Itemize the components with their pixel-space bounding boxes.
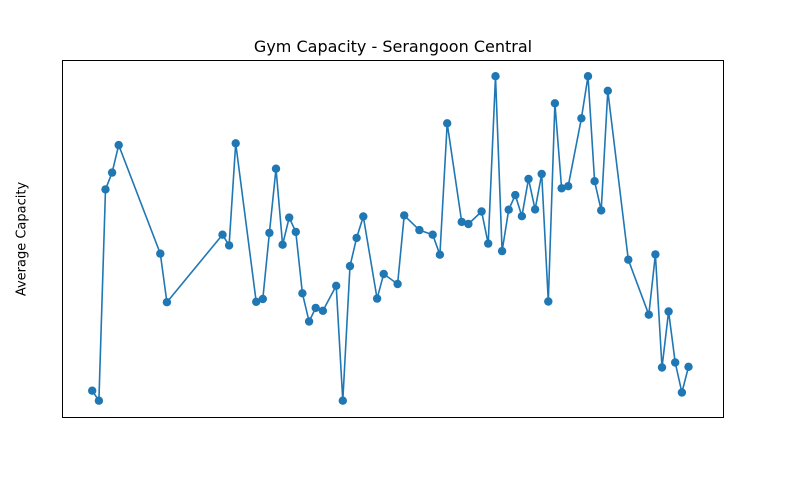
data-point <box>265 228 274 238</box>
chart-title: Gym Capacity - Serangoon Central <box>254 37 532 56</box>
data-point <box>491 72 500 81</box>
data-point <box>107 168 117 177</box>
data-point <box>537 169 546 179</box>
data-point <box>564 182 573 191</box>
data-point <box>285 213 294 222</box>
data-point <box>162 298 172 307</box>
data-point <box>393 279 402 289</box>
data-point <box>484 239 493 248</box>
data-point <box>597 206 606 215</box>
data-point <box>504 205 513 214</box>
data-point <box>298 289 307 298</box>
data-point <box>557 184 566 193</box>
data-point <box>435 250 445 259</box>
data-point <box>590 177 599 186</box>
data-point <box>379 269 388 279</box>
data-point <box>224 241 234 250</box>
data-point <box>252 297 261 306</box>
data-point <box>415 225 424 235</box>
data-point <box>644 310 653 319</box>
data-point <box>359 212 368 221</box>
plot-frame <box>62 60 724 418</box>
data-point <box>657 363 667 372</box>
data-point <box>544 297 553 306</box>
data-point <box>94 396 104 405</box>
data-point <box>624 255 633 264</box>
data-point <box>497 246 507 256</box>
data-point <box>524 174 533 184</box>
data-point <box>114 140 123 150</box>
data-point <box>304 317 314 326</box>
data-point <box>684 362 693 371</box>
data-point <box>464 219 473 229</box>
plot-area <box>88 72 693 405</box>
data-point <box>278 240 287 249</box>
data-point <box>345 261 355 271</box>
data-point <box>428 230 437 239</box>
data-point <box>88 386 97 395</box>
data-point <box>352 233 361 243</box>
data-point <box>231 139 240 148</box>
data-point <box>291 227 300 237</box>
data-point <box>550 99 560 108</box>
data-point <box>332 281 341 290</box>
data-point <box>583 72 593 81</box>
data-point <box>603 86 612 96</box>
data-point <box>372 294 382 303</box>
data-point <box>477 207 486 216</box>
data-point <box>517 212 527 221</box>
y-axis-label: Average Capacity <box>15 182 30 297</box>
data-point <box>677 388 687 397</box>
data-point <box>664 307 673 316</box>
data-point <box>400 211 409 220</box>
data-point <box>577 114 586 123</box>
data-point <box>258 294 267 304</box>
data-point <box>101 185 110 194</box>
data-point <box>338 396 347 405</box>
data-point <box>511 190 520 200</box>
data-point <box>271 164 281 173</box>
data-point <box>311 303 320 313</box>
data-point <box>671 358 680 367</box>
data-point <box>318 306 328 315</box>
data-point <box>156 249 165 258</box>
data-point <box>218 230 227 239</box>
data-point <box>651 250 660 259</box>
data-point <box>443 119 452 128</box>
data-point <box>530 205 540 214</box>
data-point <box>457 217 466 227</box>
